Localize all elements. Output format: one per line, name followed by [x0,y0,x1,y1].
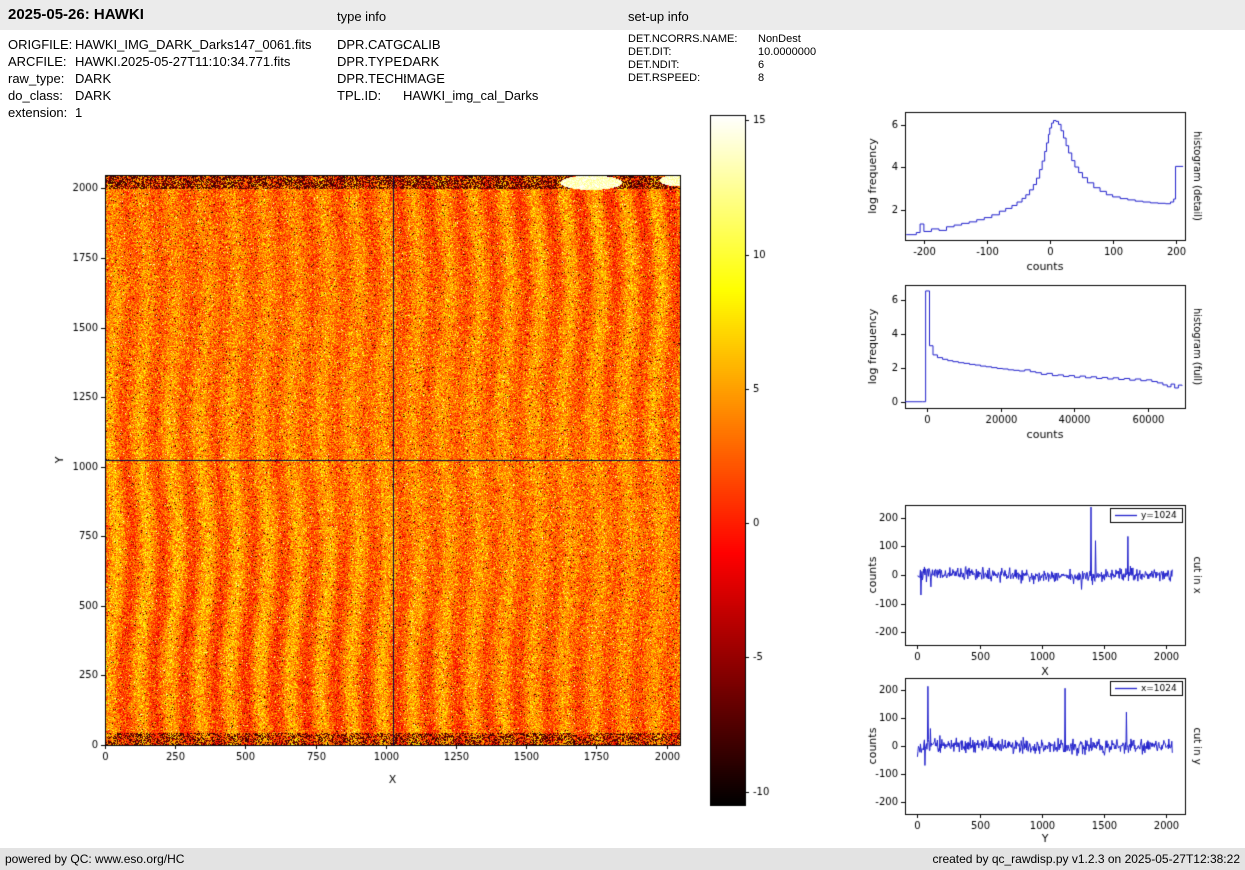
meta-row-dpr-tech: DPR.TECH: IMAGE [337,70,538,87]
field-value: DARK [75,88,112,103]
header-bar: 2025-05-26: HAWKI type info set-up info [0,0,1245,30]
file-info-block: ORIGFILE: HAWKI_IMG_DARK_Darks147_0061.f… [8,36,312,121]
setup-info-heading: set-up info [628,9,689,24]
field-value: HAWKI_img_cal_Darks [403,88,539,103]
field-label: DPR.TECH: [337,71,408,86]
field-value: CALIB [403,37,441,52]
field-label: DPR.TYPE: [337,54,406,69]
meta-row-dpr-type: DPR.TYPE: DARK [337,53,538,70]
meta-row-det-dit: DET.DIT: 10.0000000 [628,46,816,59]
meta-row-do-class: do_class: DARK [8,87,312,104]
meta-row-arcfile: ARCFILE: HAWKI.2025-05-27T11:10:34.771.f… [8,53,312,70]
meta-row-raw-type: raw_type: DARK [8,70,312,87]
field-value: HAWKI.2025-05-27T11:10:34.771.fits [75,54,291,69]
field-label: DET.DIT: [628,46,672,58]
field-label: DET.RSPEED: [628,72,701,84]
cut-in-y-plot [848,666,1228,862]
field-value: DARK [403,54,440,69]
page-title: 2025-05-26: HAWKI [8,6,144,23]
type-info-heading: type info [337,9,387,24]
field-value: HAWKI_IMG_DARK_Darks147_0061.fits [75,37,312,52]
field-label: DPR.CATG: [337,37,407,52]
colorbar [695,100,805,820]
field-value: 10.0000000 [758,46,817,58]
field-label: ORIGFILE: [8,37,73,52]
type-info-block: DPR.CATG: CALIB DPR.TYPE: DARK DPR.TECH:… [337,36,538,104]
field-label: do_class: [8,88,63,103]
field-label: DET.NCORRS.NAME: [628,33,738,45]
footer-bar: powered by QC: www.eso.org/HC created by… [0,848,1245,870]
meta-row-dpr-catg: DPR.CATG: CALIB [337,36,538,53]
field-value: 6 [758,59,765,71]
setup-info-block: DET.NCORRS.NAME: NonDest DET.DIT: 10.000… [628,33,816,85]
meta-row-tpl-id: TPL.ID: HAWKI_img_cal_Darks [337,87,538,104]
field-label: ARCFILE: [8,54,67,69]
field-value: 8 [758,72,765,84]
field-label: TPL.ID: [337,88,382,103]
field-value: DARK [75,71,112,86]
footer-right-text: created by qc_rawdisp.py v1.2.3 on 2025-… [932,852,1240,866]
main-image-plot [40,100,700,800]
meta-row-det-rspeed: DET.RSPEED: 8 [628,72,816,85]
cut-in-x-plot [848,496,1228,696]
histogram-detail-plot [848,100,1228,278]
meta-row-det-ncorrs: DET.NCORRS.NAME: NonDest [628,33,816,46]
footer-left-text: powered by QC: www.eso.org/HC [5,852,185,866]
histogram-full-plot [848,276,1228,454]
field-value: IMAGE [403,71,445,86]
field-label: DET.NDIT: [628,59,680,71]
meta-row-origfile: ORIGFILE: HAWKI_IMG_DARK_Darks147_0061.f… [8,36,312,53]
field-label: raw_type: [8,71,65,86]
field-value: NonDest [758,33,801,45]
meta-row-det-ndit: DET.NDIT: 6 [628,59,816,72]
